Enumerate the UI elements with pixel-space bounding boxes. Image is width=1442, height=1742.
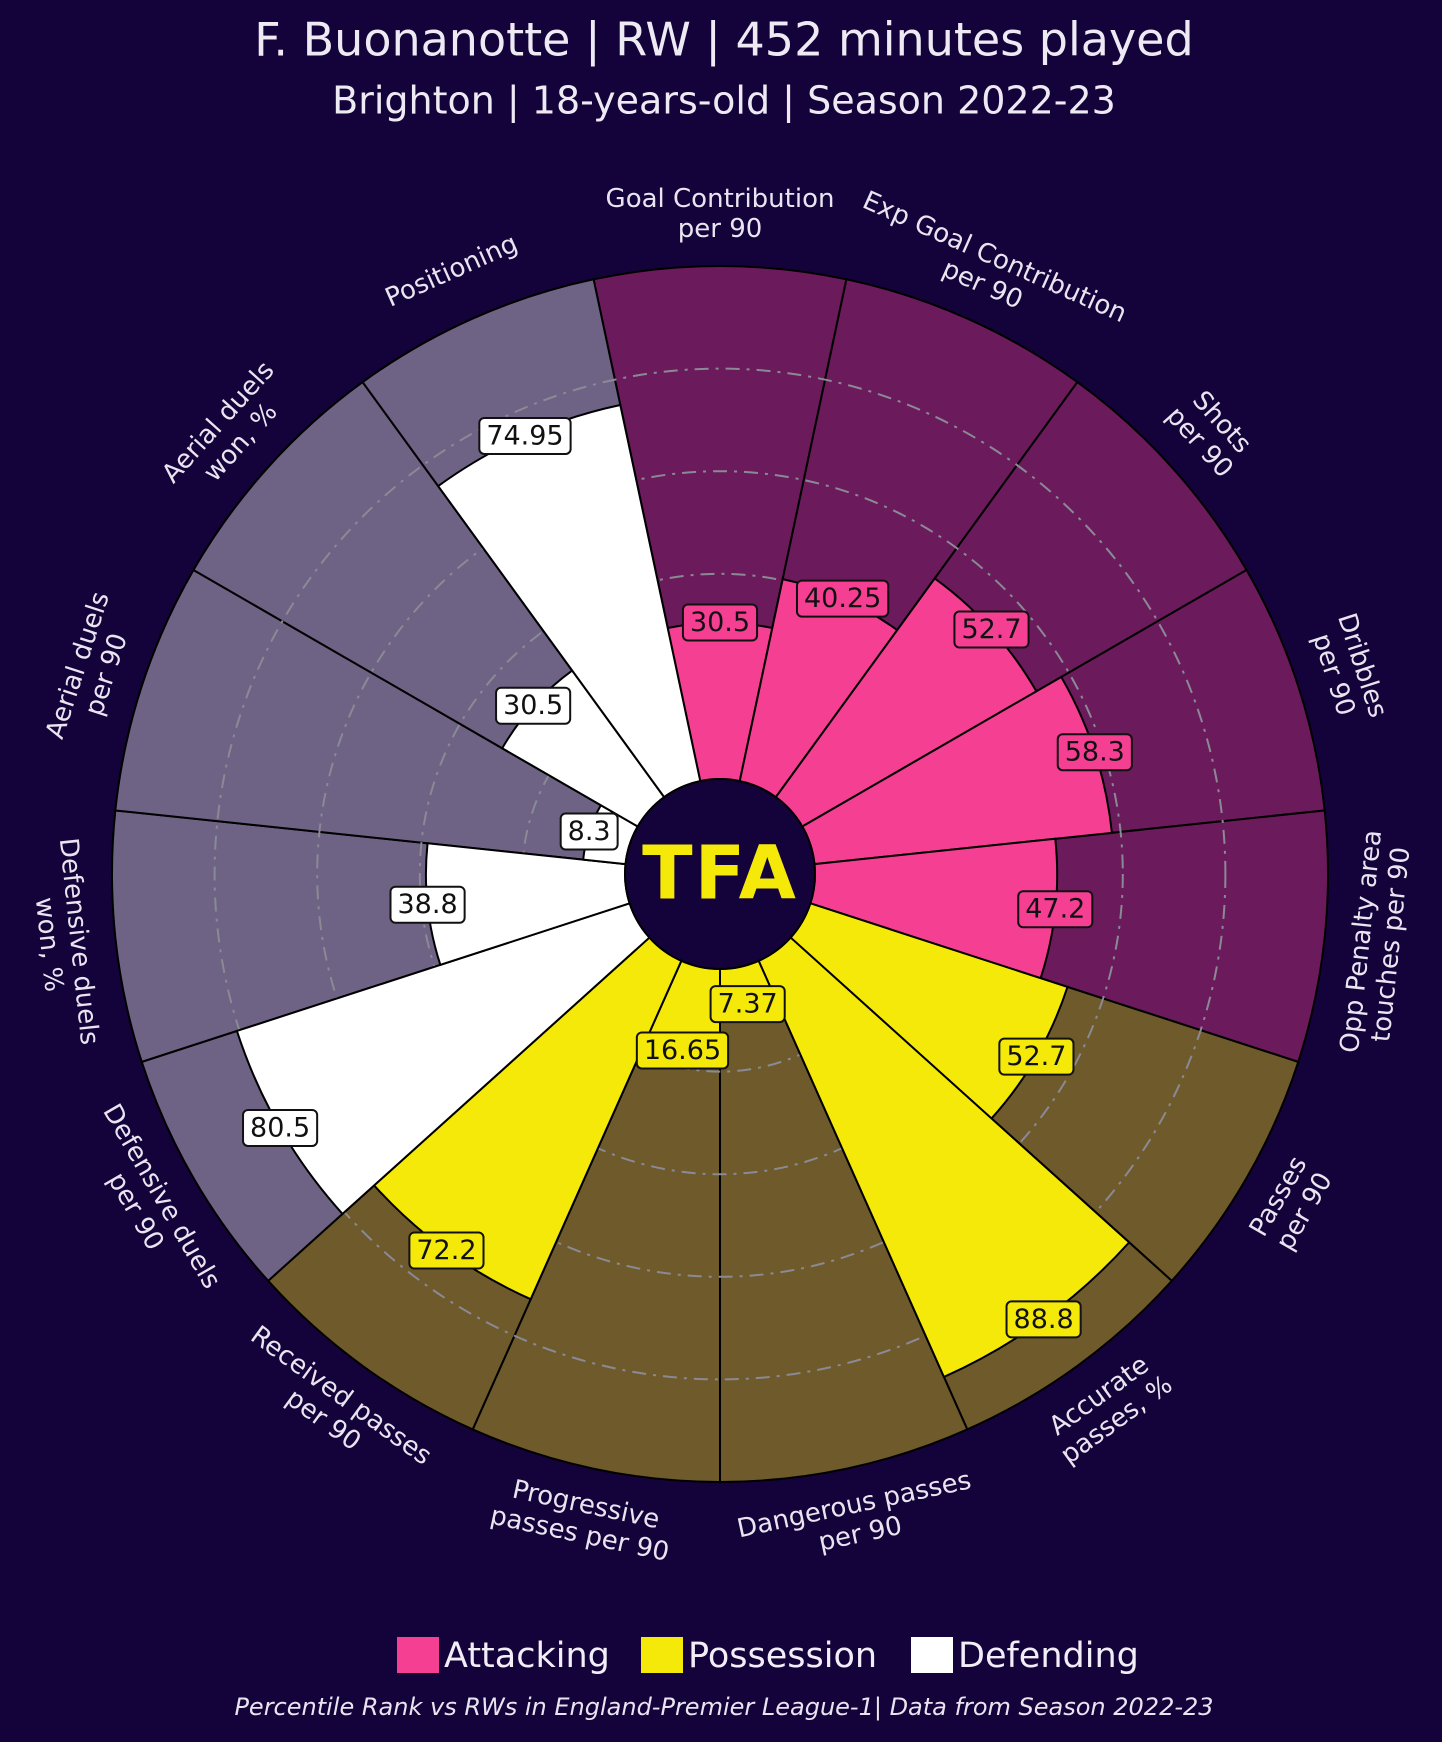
- chart-subtitle: Brighton | 18-years-old | Season 2022-23: [332, 79, 1116, 124]
- value-label: 47.2: [1017, 890, 1094, 929]
- value-text: 47.2: [1025, 894, 1085, 925]
- legend-label: Attacking: [444, 1636, 610, 1676]
- value-box: [635, 1031, 730, 1070]
- value-label: 72.2: [408, 1231, 485, 1270]
- value-text: 52.7: [961, 614, 1021, 645]
- value-text: 30.5: [503, 690, 563, 721]
- value-text: 30.5: [690, 607, 750, 638]
- value-label: 30.5: [495, 686, 572, 725]
- value-label: 88.8: [1005, 1300, 1082, 1339]
- value-text: 8.3: [568, 816, 611, 847]
- value-text: 80.5: [250, 1112, 310, 1143]
- footnote: Percentile Rank vs RWs in England-Premie…: [234, 1693, 1213, 1721]
- value-box: [242, 1108, 319, 1147]
- legend-swatch: [397, 1637, 439, 1673]
- value-box: [795, 579, 890, 618]
- value-text: 72.2: [416, 1235, 476, 1266]
- value-box: [495, 686, 572, 725]
- logo: TFA: [642, 831, 798, 917]
- value-label: 80.5: [242, 1108, 319, 1147]
- value-box: [953, 610, 1030, 649]
- legend-label: Defending: [958, 1636, 1139, 1676]
- value-text: 7.37: [718, 989, 778, 1020]
- legend-swatch: [911, 1637, 953, 1673]
- value-label: 40.25: [795, 579, 890, 618]
- value-label: 38.8: [389, 885, 466, 924]
- value-box: [559, 812, 619, 851]
- value-box: [408, 1231, 485, 1270]
- value-box: [1017, 890, 1094, 929]
- value-box: [998, 1037, 1075, 1076]
- value-text: 88.8: [1014, 1304, 1074, 1335]
- value-text: 40.25: [804, 583, 881, 614]
- value-label: 52.7: [998, 1037, 1075, 1076]
- value-label: 16.65: [635, 1031, 730, 1070]
- value-box: [389, 885, 466, 924]
- legend-swatch: [641, 1637, 683, 1673]
- value-label: 30.5: [681, 603, 759, 642]
- value-box: [709, 985, 786, 1024]
- value-label: 7.37: [709, 985, 786, 1024]
- grid-circle: [316, 470, 1124, 1278]
- value-label: 58.3: [1056, 733, 1133, 772]
- chart-title: F. Buonanotte | RW | 452 minutes played: [254, 13, 1193, 68]
- value-text: 52.7: [1006, 1041, 1066, 1072]
- value-text: 38.8: [398, 889, 458, 920]
- value-box: [1005, 1300, 1082, 1339]
- value-text: 74.95: [486, 420, 563, 451]
- grid-circle: [213, 367, 1227, 1381]
- category-label: Goal Contribution per 90: [606, 184, 835, 244]
- value-text: 58.3: [1065, 737, 1125, 768]
- value-text: 16.65: [644, 1035, 721, 1066]
- value-box: [681, 603, 759, 642]
- center-circle: [624, 778, 816, 970]
- value-box: [478, 416, 572, 455]
- value-label: 52.7: [953, 610, 1030, 649]
- value-label: 74.95: [478, 416, 572, 455]
- value-box: [1056, 733, 1133, 772]
- legend-label: Possession: [688, 1636, 877, 1676]
- value-label: 8.3: [559, 812, 619, 851]
